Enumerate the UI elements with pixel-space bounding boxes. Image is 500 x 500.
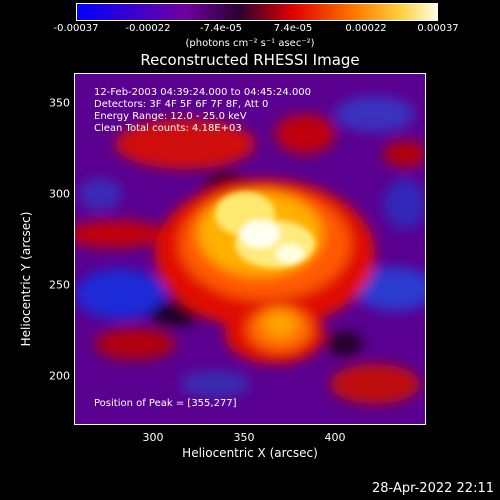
colorbar-tick: 0.00022 — [345, 23, 387, 34]
y-axis-title: Heliocentric Y (arcsec) — [19, 211, 33, 347]
image-map — [75, 74, 425, 424]
x-axis-title: Heliocentric X (arcsec) — [182, 446, 318, 460]
colorbar-tick: 7.4e-05 — [273, 23, 313, 34]
peak-position-text: Position of Peak = [355,277] — [94, 398, 237, 409]
colorbar-tick: -0.00037 — [53, 23, 99, 34]
colorbar-units: (photons cm⁻² s⁻¹ asec⁻²) — [185, 38, 315, 49]
y-tick-label: 250 — [49, 278, 70, 292]
colorbar — [76, 3, 438, 21]
energy-range-text: Energy Range: 12.0 - 25.0 keV — [94, 111, 247, 122]
y-tick-label: 350 — [49, 96, 70, 110]
rhessi-image — [74, 73, 426, 425]
colorbar-tick: -0.00022 — [125, 23, 171, 34]
clean-counts-text: Clean Total counts: 4.18E+03 — [94, 123, 242, 134]
x-tick-label: 300 — [142, 431, 164, 444]
colorbar-tick: 0.00037 — [417, 23, 459, 34]
x-tick-label: 400 — [324, 431, 346, 444]
y-tick-label: 200 — [49, 369, 70, 383]
flare-core — [215, 192, 315, 268]
image-title: Reconstructed RHESSI Image — [140, 51, 360, 69]
x-tick-label: 350 — [233, 431, 255, 444]
colorbar-tick: -7.4e-05 — [200, 23, 242, 34]
timestamp: 28-Apr-2022 22:11 — [372, 481, 494, 496]
time-range-text: 12-Feb-2003 04:39:24.000 to 04:45:24.000 — [94, 87, 312, 98]
detectors-text: Detectors: 3F 4F 5F 6F 7F 8F, Att 0 — [94, 99, 269, 110]
y-tick-label: 300 — [49, 187, 70, 201]
